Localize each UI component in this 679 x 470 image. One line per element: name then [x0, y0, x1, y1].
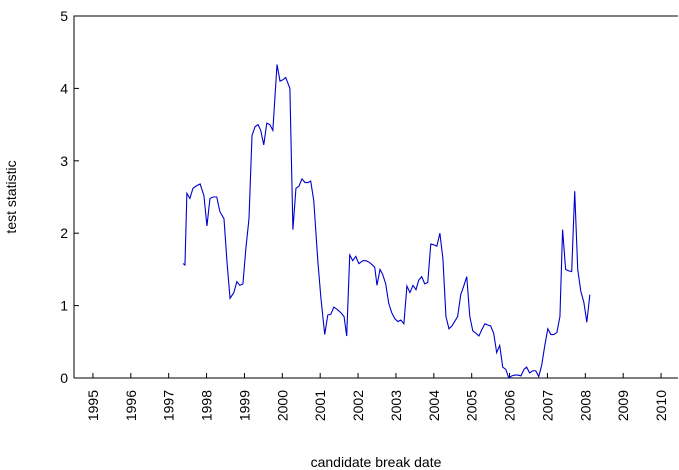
x-tick-label: 2003 [388, 390, 404, 421]
x-tick-label: 1995 [85, 390, 101, 421]
x-tick-label: 2005 [464, 390, 480, 421]
y-tick-label: 2 [60, 225, 68, 241]
y-tick-label: 1 [60, 298, 68, 314]
axis-frame [73, 15, 678, 379]
x-tick-label: 1997 [161, 390, 177, 421]
y-tick-label: 0 [60, 370, 68, 386]
x-tick-label: 2006 [502, 390, 518, 421]
x-tick-label: 2004 [426, 390, 442, 421]
y-tick-label: 5 [60, 8, 68, 24]
x-tick-label: 1998 [199, 390, 215, 421]
data-line [182, 64, 591, 379]
x-axis-title: candidate break date [311, 454, 442, 470]
y-axis-title: test statistic [3, 160, 19, 233]
x-tick-label: 2002 [350, 390, 366, 421]
y-tick-label: 4 [60, 80, 68, 96]
x-tick-label: 2009 [615, 390, 631, 421]
x-tick-label: 2008 [577, 390, 593, 421]
x-tick-label: 2000 [274, 390, 290, 421]
x-tick-label: 1999 [236, 390, 252, 421]
x-tick-label: 2010 [653, 390, 669, 421]
x-tick-label: 2007 [539, 390, 555, 421]
y-tick-label: 3 [60, 153, 68, 169]
x-tick-label: 1996 [123, 390, 139, 421]
x-tick-label: 2001 [312, 390, 328, 421]
